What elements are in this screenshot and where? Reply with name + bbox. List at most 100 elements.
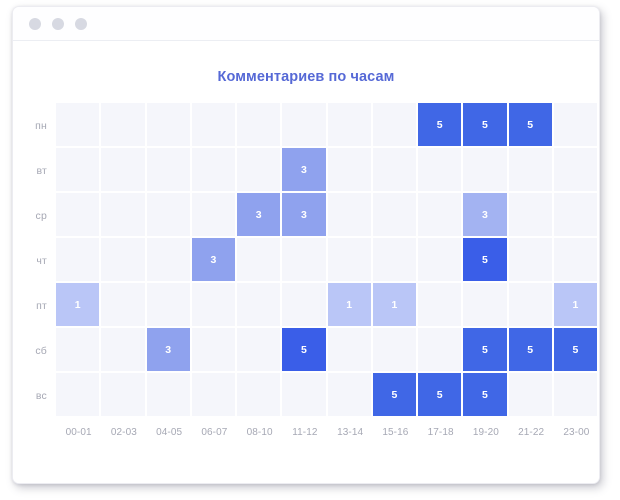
browser-window: Комментариев по часам пн 5 5 5 вт 3 ср 3 3 3 чт 3 5 п… — [12, 6, 600, 484]
heatmap-cell-empty — [372, 148, 418, 193]
window-minimize-dot-icon[interactable] — [52, 17, 64, 30]
heatmap-cell-empty — [56, 328, 102, 373]
heatmap-row: ср 3 3 3 — [13, 193, 599, 238]
x-axis-tick-19-20: 19-20 — [472, 427, 499, 438]
heatmap-cell[interactable]: 5 — [282, 328, 328, 373]
x-axis-tick-11-12: 11-12 — [292, 427, 318, 438]
heatmap-row: сб 3 5 5 5 5 — [13, 328, 599, 373]
y-axis-label-ср: ср — [35, 209, 47, 222]
heatmap-cell[interactable]: 3 — [146, 328, 192, 373]
heatmap-cell-empty — [146, 103, 192, 148]
heatmap-cell-empty — [553, 373, 599, 418]
x-axis-tick-23-00: 23-00 — [563, 427, 590, 438]
heatmap-cell-empty — [282, 373, 328, 418]
x-axis-tick-13-14: 13-14 — [337, 427, 364, 438]
heatmap-cell-empty — [553, 193, 599, 238]
heatmap-cell-empty — [237, 373, 283, 418]
x-axis-tick-04-05: 04-05 — [156, 427, 183, 438]
heatmap-cell-empty — [101, 283, 147, 328]
heatmap-cell-empty — [327, 148, 373, 193]
heatmap-cell[interactable]: 5 — [553, 328, 599, 373]
heatmap-cell-empty — [327, 193, 373, 238]
heatmap-cell-empty — [508, 373, 554, 418]
heatmap-cell-empty — [508, 193, 554, 238]
heatmap-cell-empty — [237, 238, 283, 283]
y-axis-label-вс: вс — [35, 389, 47, 402]
heatmap-cell-empty — [56, 103, 102, 148]
heatmap-cell-empty — [237, 103, 283, 148]
heatmap-cell-empty — [146, 373, 192, 418]
heatmap-cell-empty — [418, 328, 464, 373]
heatmap-cell-empty — [146, 238, 192, 283]
heatmap-cell-empty — [508, 283, 554, 328]
heatmap-cell[interactable]: 5 — [463, 373, 509, 418]
heatmap-cell-empty — [101, 148, 147, 193]
window-maximize-dot-icon[interactable] — [75, 17, 87, 30]
heatmap-cell-empty — [101, 328, 147, 373]
heatmap-cell-empty — [237, 328, 283, 373]
heatmap-cell-empty — [56, 373, 102, 418]
window-titlebar — [13, 7, 599, 41]
heatmap-cell[interactable]: 1 — [327, 283, 373, 328]
y-axis-label-чт: чт — [36, 254, 47, 267]
heatmap-cell-empty — [282, 103, 328, 148]
heatmap-cell-empty — [327, 103, 373, 148]
x-axis-tick-15-16: 15-16 — [382, 427, 409, 438]
x-axis-tick-00-01: 00-01 — [65, 427, 92, 438]
heatmap-cell-empty — [56, 193, 102, 238]
heatmap-cell[interactable]: 5 — [463, 328, 509, 373]
heatmap-cell-empty — [146, 148, 192, 193]
heatmap-row: вс 5 5 5 — [13, 373, 599, 418]
heatmap-cell-empty — [237, 148, 283, 193]
heatmap-row: чт 3 5 — [13, 238, 599, 283]
heatmap-cell[interactable]: 5 — [418, 103, 464, 148]
window-close-dot-icon[interactable] — [29, 17, 41, 30]
heatmap-cell[interactable]: 3 — [237, 193, 283, 238]
y-axis-label-пт: пт — [36, 299, 47, 312]
y-axis-label-вт: вт — [36, 164, 47, 177]
heatmap-cell[interactable]: 1 — [56, 283, 102, 328]
x-axis-spacer — [13, 427, 56, 438]
heatmap-rows: пн 5 5 5 вт 3 ср 3 3 3 чт 3 5 пт 1 1 1 1 сб 3 5 5 5 5 вс 5 5 5 — [13, 103, 599, 418]
heatmap-cell[interactable]: 1 — [553, 283, 599, 328]
heatmap-cell[interactable]: 3 — [282, 148, 328, 193]
heatmap-cell-empty — [56, 148, 102, 193]
heatmap-cell[interactable]: 5 — [508, 328, 554, 373]
y-axis-label-сб: сб — [35, 344, 47, 357]
x-axis-tick-21-22: 21-22 — [518, 427, 545, 438]
x-axis-tick-08-10: 08-10 — [246, 427, 273, 438]
chart-title: Комментариев по часам — [217, 69, 395, 85]
heatmap-cell-empty — [56, 238, 102, 283]
heatmap-cell-empty — [418, 238, 464, 283]
heatmap-cell[interactable]: 5 — [418, 373, 464, 418]
x-axis-ticks: 00-01 02-03 04-05 06-07 08-10 11-12 13-14 15-16… — [56, 427, 599, 438]
heatmap-cell-empty — [463, 148, 509, 193]
heatmap-cell-empty — [101, 373, 147, 418]
heatmap-row-cells: 3 — [56, 148, 599, 193]
x-axis-tick-17-18: 17-18 — [427, 427, 454, 438]
heatmap-cell[interactable]: 5 — [463, 238, 509, 283]
heatmap-cell-empty — [418, 193, 464, 238]
heatmap-cell-empty — [327, 373, 373, 418]
x-axis-tick-02-03: 02-03 — [110, 427, 137, 438]
window-content: Комментариев по часам пн 5 5 5 вт 3 ср 3 3 3 чт 3 5 п… — [13, 41, 599, 483]
heatmap-cell-empty — [418, 283, 464, 328]
heatmap-cell-empty — [327, 238, 373, 283]
heatmap-cell[interactable]: 3 — [282, 193, 328, 238]
heatmap-cell-empty — [237, 283, 283, 328]
heatmap-cell-empty — [372, 103, 418, 148]
heatmap-cell[interactable]: 5 — [463, 103, 509, 148]
heatmap-cell-empty — [327, 328, 373, 373]
heatmap-cell[interactable]: 5 — [372, 373, 418, 418]
heatmap-cell[interactable]: 3 — [463, 193, 509, 238]
heatmap-cell-empty — [191, 328, 237, 373]
heatmap-cell[interactable]: 5 — [508, 103, 554, 148]
heatmap-cell[interactable]: 1 — [372, 283, 418, 328]
heatmap-cell[interactable]: 3 — [191, 238, 237, 283]
